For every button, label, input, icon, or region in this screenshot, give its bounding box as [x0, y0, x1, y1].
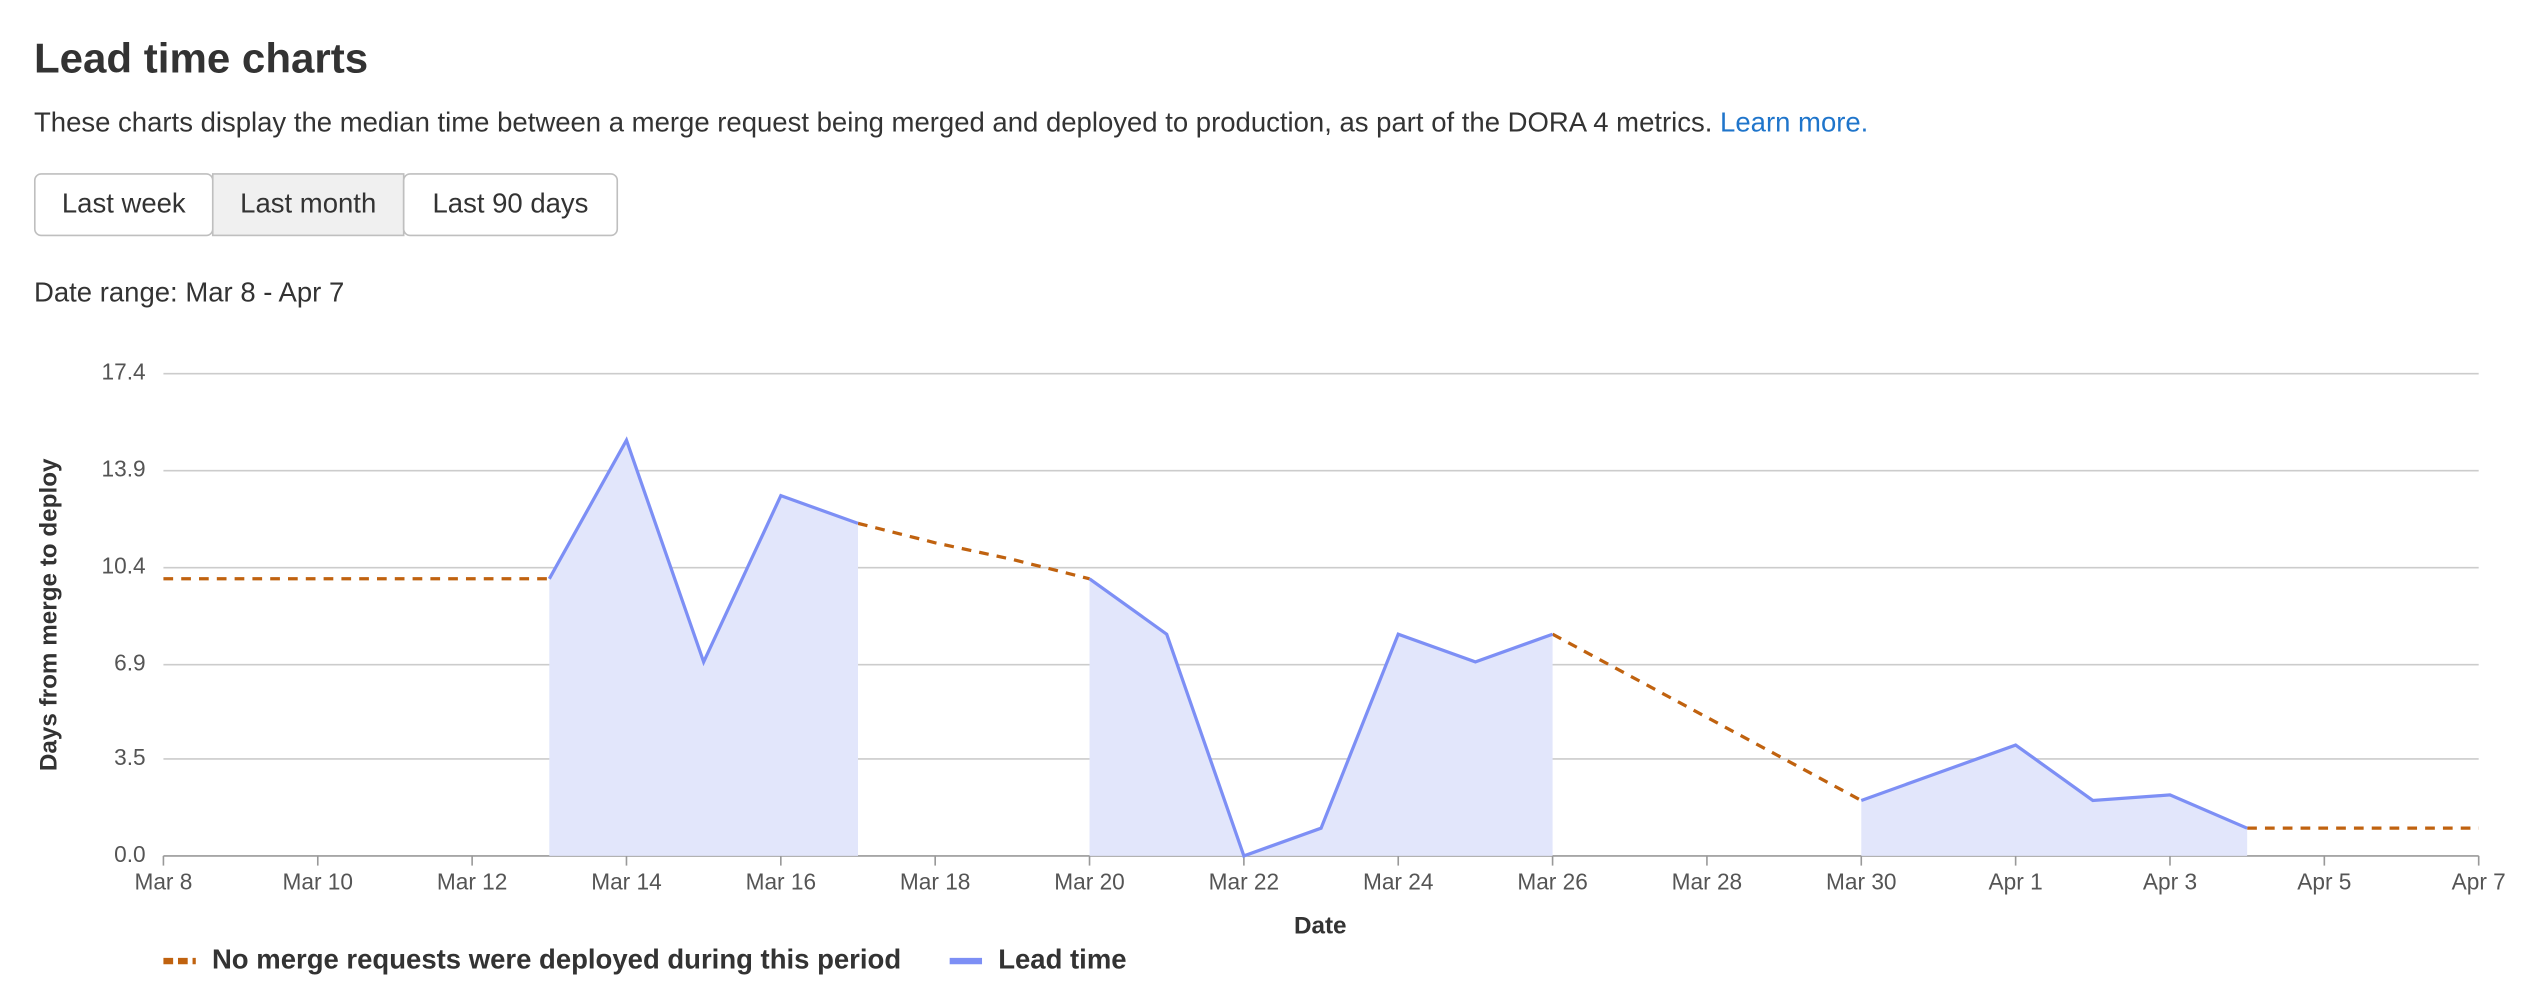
x-tick-label: Apr 1	[1989, 868, 2043, 894]
line	[857, 521, 1090, 581]
x-tick-label: Apr 7	[2452, 868, 2506, 894]
x-tick-label: Mar 12	[437, 868, 507, 894]
button[interactable]	[402, 173, 619, 237]
x-tick-label: Mar 22	[1209, 868, 1279, 894]
x-tick-label: Mar 16	[746, 868, 816, 894]
line	[1088, 577, 1554, 858]
y-tick-label: 0.0	[114, 841, 145, 867]
button-group: Last week Last month Last 90 days	[33, 173, 619, 237]
x-tick-label: Mar 30	[1826, 868, 1896, 894]
x-tick-label: Mar 10	[283, 868, 353, 894]
button-label[interactable]: Last month	[240, 188, 376, 219]
page-title: Lead time charts	[34, 35, 368, 82]
y-tick-label: 10.4	[102, 553, 146, 579]
y-tick-label: 6.9	[114, 650, 145, 676]
x-tick-label: Mar 20	[1054, 868, 1124, 894]
legend-label[interactable]: No merge requests were deployed during t…	[212, 943, 901, 974]
x-tick-label: Mar 8	[134, 868, 192, 894]
x-tick-label: Apr 3	[2143, 868, 2197, 894]
button[interactable]	[211, 173, 405, 237]
line	[547, 436, 859, 667]
area	[1861, 745, 2248, 856]
y-tick-label: 17.4	[102, 359, 146, 385]
line	[1551, 632, 1863, 802]
area	[549, 440, 859, 856]
x-tick-label: Mar 28	[1672, 868, 1742, 894]
y-tick-label: 3.5	[114, 744, 145, 770]
button-label[interactable]: Last week	[62, 188, 186, 219]
button-label[interactable]: Last 90 days	[433, 188, 589, 219]
x-tick-label: Mar 14	[591, 868, 661, 894]
line	[1860, 743, 2248, 830]
x-tick-label: Apr 5	[2297, 868, 2351, 894]
learn-more-link[interactable]: Learn more.	[1720, 107, 1868, 138]
x-axis-label: Date	[1294, 912, 1347, 939]
area	[1089, 578, 1553, 856]
date-range: Date range: Mar 8 - Apr 7	[34, 277, 344, 308]
description: These charts display the median time bet…	[34, 107, 1868, 138]
x-tick-label: Mar 18	[900, 868, 970, 894]
description-text: These charts display the median time bet…	[34, 107, 1712, 138]
y-axis-label: Days from merge to deploy	[36, 458, 63, 771]
x-tick-label: Mar 26	[1517, 868, 1587, 894]
y-tick-label: 13.9	[102, 456, 146, 482]
legend-label[interactable]: Lead time	[998, 943, 1126, 974]
x-tick-label: Mar 24	[1363, 868, 1433, 894]
